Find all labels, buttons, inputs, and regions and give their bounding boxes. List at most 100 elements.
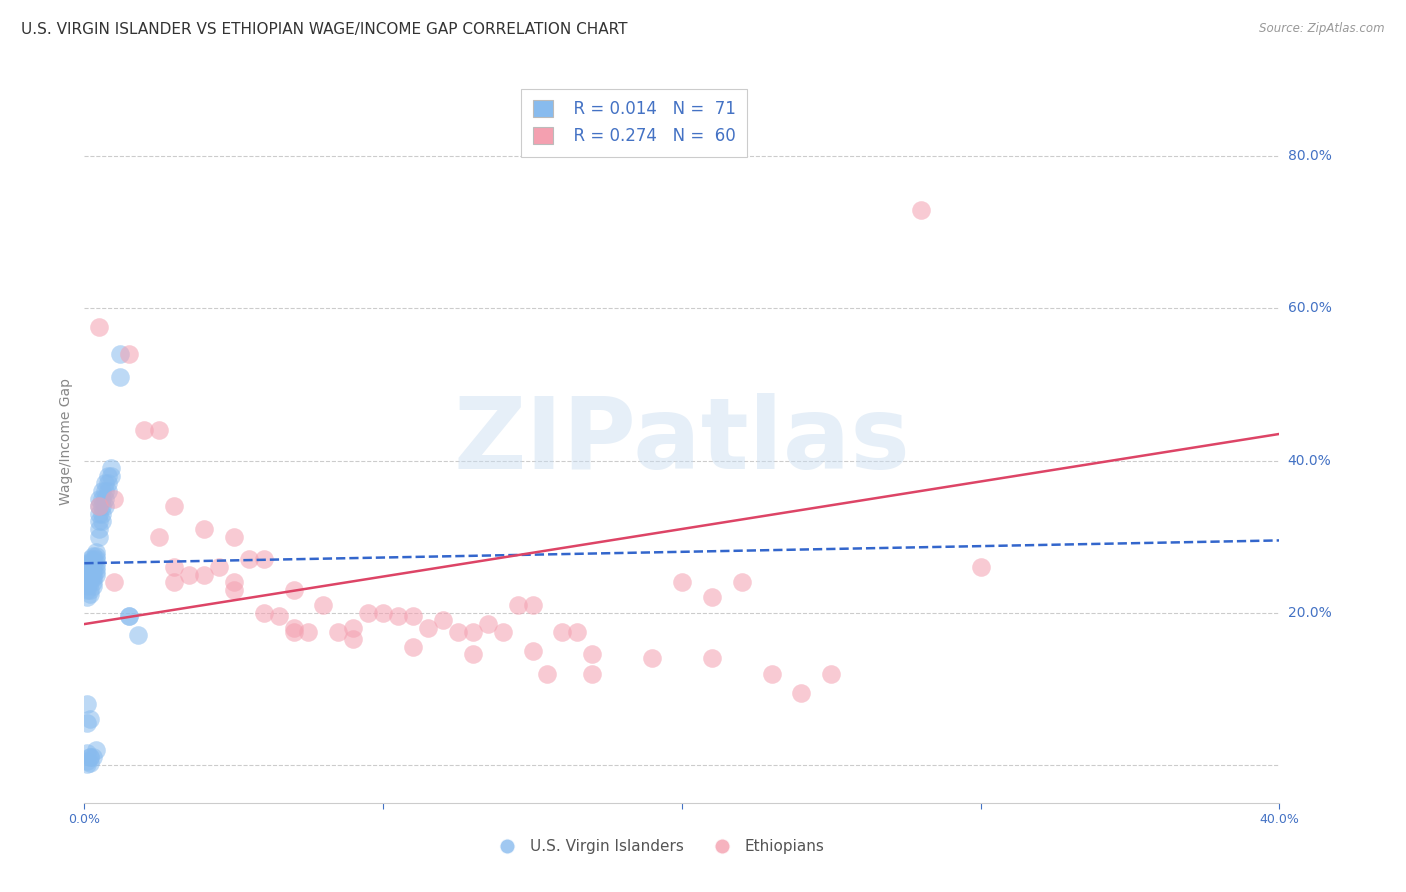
- Point: [86, 552, 108, 566]
- Point: [110, 347, 132, 361]
- Point: [91, 499, 114, 513]
- Point: [76, 567, 98, 582]
- Point: [79, 564, 101, 578]
- Point: [283, 624, 305, 639]
- Point: [297, 624, 319, 639]
- Point: [910, 202, 932, 217]
- Point: [76, 560, 98, 574]
- Point: [790, 685, 813, 699]
- Point: [79, 750, 101, 764]
- Point: [89, 491, 111, 506]
- Point: [89, 499, 111, 513]
- Point: [94, 491, 117, 506]
- Point: [97, 483, 120, 498]
- Point: [82, 560, 104, 574]
- Point: [118, 347, 141, 361]
- Point: [492, 624, 515, 639]
- Point: [567, 624, 589, 639]
- Point: [357, 606, 380, 620]
- Point: [132, 423, 156, 437]
- Point: [163, 499, 186, 513]
- Point: [148, 530, 170, 544]
- Point: [82, 556, 104, 570]
- Point: [76, 575, 98, 590]
- Point: [94, 476, 117, 491]
- Point: [222, 575, 245, 590]
- Point: [89, 522, 111, 536]
- Point: [641, 651, 664, 665]
- Point: [267, 609, 290, 624]
- Point: [79, 712, 101, 726]
- Point: [373, 606, 395, 620]
- Point: [238, 552, 260, 566]
- Point: [671, 575, 693, 590]
- Point: [118, 609, 141, 624]
- Point: [82, 552, 104, 566]
- Point: [222, 582, 245, 597]
- Point: [79, 756, 101, 771]
- Point: [193, 522, 215, 536]
- Point: [76, 579, 98, 593]
- Point: [82, 579, 104, 593]
- Point: [761, 666, 783, 681]
- Point: [110, 370, 132, 384]
- Point: [163, 575, 186, 590]
- Point: [86, 742, 108, 756]
- Point: [461, 648, 484, 662]
- Point: [76, 747, 98, 761]
- Point: [536, 666, 558, 681]
- Point: [79, 556, 101, 570]
- Point: [79, 567, 101, 582]
- Point: [100, 468, 122, 483]
- Point: [522, 643, 544, 657]
- Point: [581, 666, 603, 681]
- Point: [94, 499, 117, 513]
- Point: [127, 628, 149, 642]
- Point: [86, 545, 108, 559]
- Point: [79, 587, 101, 601]
- Text: 80.0%: 80.0%: [1288, 149, 1331, 163]
- Point: [94, 483, 117, 498]
- Point: [82, 575, 104, 590]
- Point: [283, 582, 305, 597]
- Point: [581, 648, 603, 662]
- Point: [447, 624, 470, 639]
- Point: [89, 507, 111, 521]
- Point: [387, 609, 409, 624]
- Point: [79, 552, 101, 566]
- Point: [208, 560, 231, 574]
- Point: [82, 567, 104, 582]
- Point: [148, 423, 170, 437]
- Point: [118, 609, 141, 624]
- Point: [700, 591, 723, 605]
- Point: [432, 613, 454, 627]
- Point: [76, 754, 98, 768]
- Point: [79, 750, 101, 764]
- Point: [86, 556, 108, 570]
- Point: [91, 507, 114, 521]
- Point: [253, 552, 276, 566]
- Point: [76, 564, 98, 578]
- Point: [506, 598, 529, 612]
- Point: [76, 697, 98, 711]
- Point: [402, 609, 425, 624]
- Point: [86, 549, 108, 563]
- Point: [416, 621, 439, 635]
- Point: [103, 575, 125, 590]
- Point: [76, 757, 98, 772]
- Text: 60.0%: 60.0%: [1288, 301, 1331, 316]
- Point: [91, 515, 114, 529]
- Point: [700, 651, 723, 665]
- Point: [522, 598, 544, 612]
- Point: [76, 582, 98, 597]
- Point: [731, 575, 754, 590]
- Point: [342, 621, 364, 635]
- Point: [82, 750, 104, 764]
- Point: [82, 564, 104, 578]
- Point: [89, 515, 111, 529]
- Point: [86, 560, 108, 574]
- Point: [79, 575, 101, 590]
- Point: [402, 640, 425, 654]
- Point: [79, 560, 101, 574]
- Point: [89, 530, 111, 544]
